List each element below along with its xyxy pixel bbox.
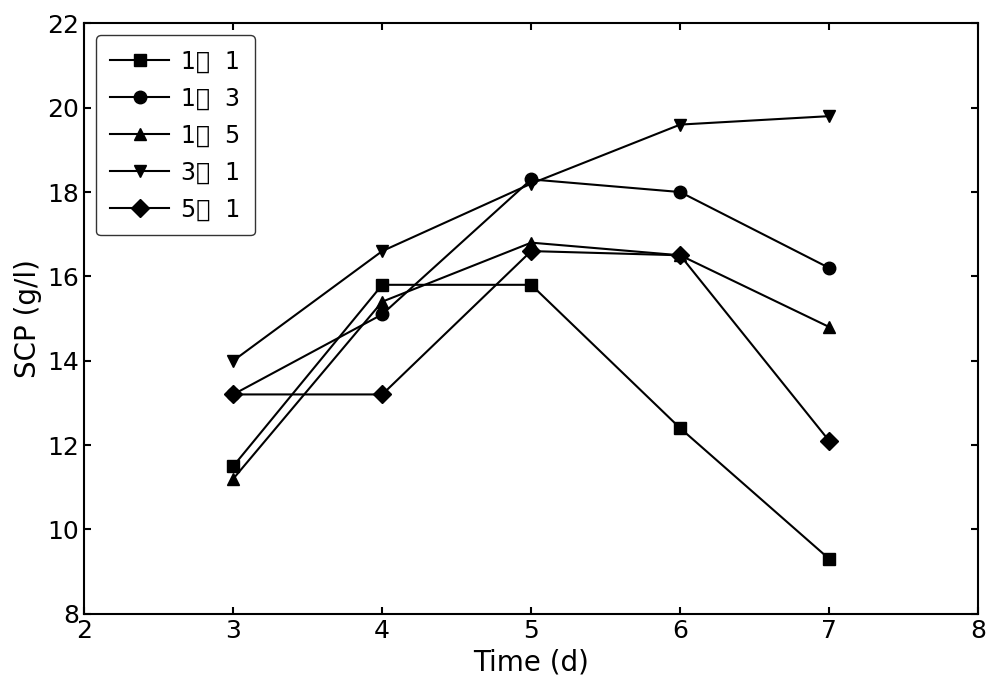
1：  3: [525, 175, 537, 184]
1：  3: [227, 391, 239, 399]
X-axis label: Time (d): Time (d): [473, 648, 589, 676]
1：  1: [376, 281, 388, 289]
Line: 5：  1: 5： 1: [227, 245, 835, 447]
5：  1: [525, 247, 537, 255]
1：  3: [376, 310, 388, 319]
1：  3: [674, 188, 686, 196]
Line: 1：  1: 1： 1: [227, 279, 835, 565]
3：  1: [674, 121, 686, 129]
Line: 1：  5: 1： 5: [227, 237, 835, 485]
3：  1: [525, 179, 537, 188]
1：  3: [823, 264, 835, 272]
1：  5: [227, 475, 239, 483]
5：  1: [674, 251, 686, 259]
Legend: 1：  1, 1：  3, 1：  5, 3：  1, 5：  1: 1： 1, 1： 3, 1： 5, 3： 1, 5： 1: [96, 35, 255, 235]
Line: 3：  1: 3： 1: [227, 110, 835, 367]
3：  1: [227, 357, 239, 365]
Y-axis label: SCP (g/l): SCP (g/l): [14, 259, 42, 378]
5：  1: [823, 437, 835, 445]
3：  1: [823, 112, 835, 120]
1：  5: [674, 251, 686, 259]
1：  5: [525, 239, 537, 247]
1：  1: [525, 281, 537, 289]
1：  1: [227, 462, 239, 471]
Line: 1：  3: 1： 3: [227, 173, 835, 401]
1：  1: [674, 424, 686, 433]
5：  1: [376, 391, 388, 399]
5：  1: [227, 391, 239, 399]
1：  5: [376, 297, 388, 306]
1：  5: [823, 323, 835, 331]
1：  1: [823, 555, 835, 563]
3：  1: [376, 247, 388, 255]
